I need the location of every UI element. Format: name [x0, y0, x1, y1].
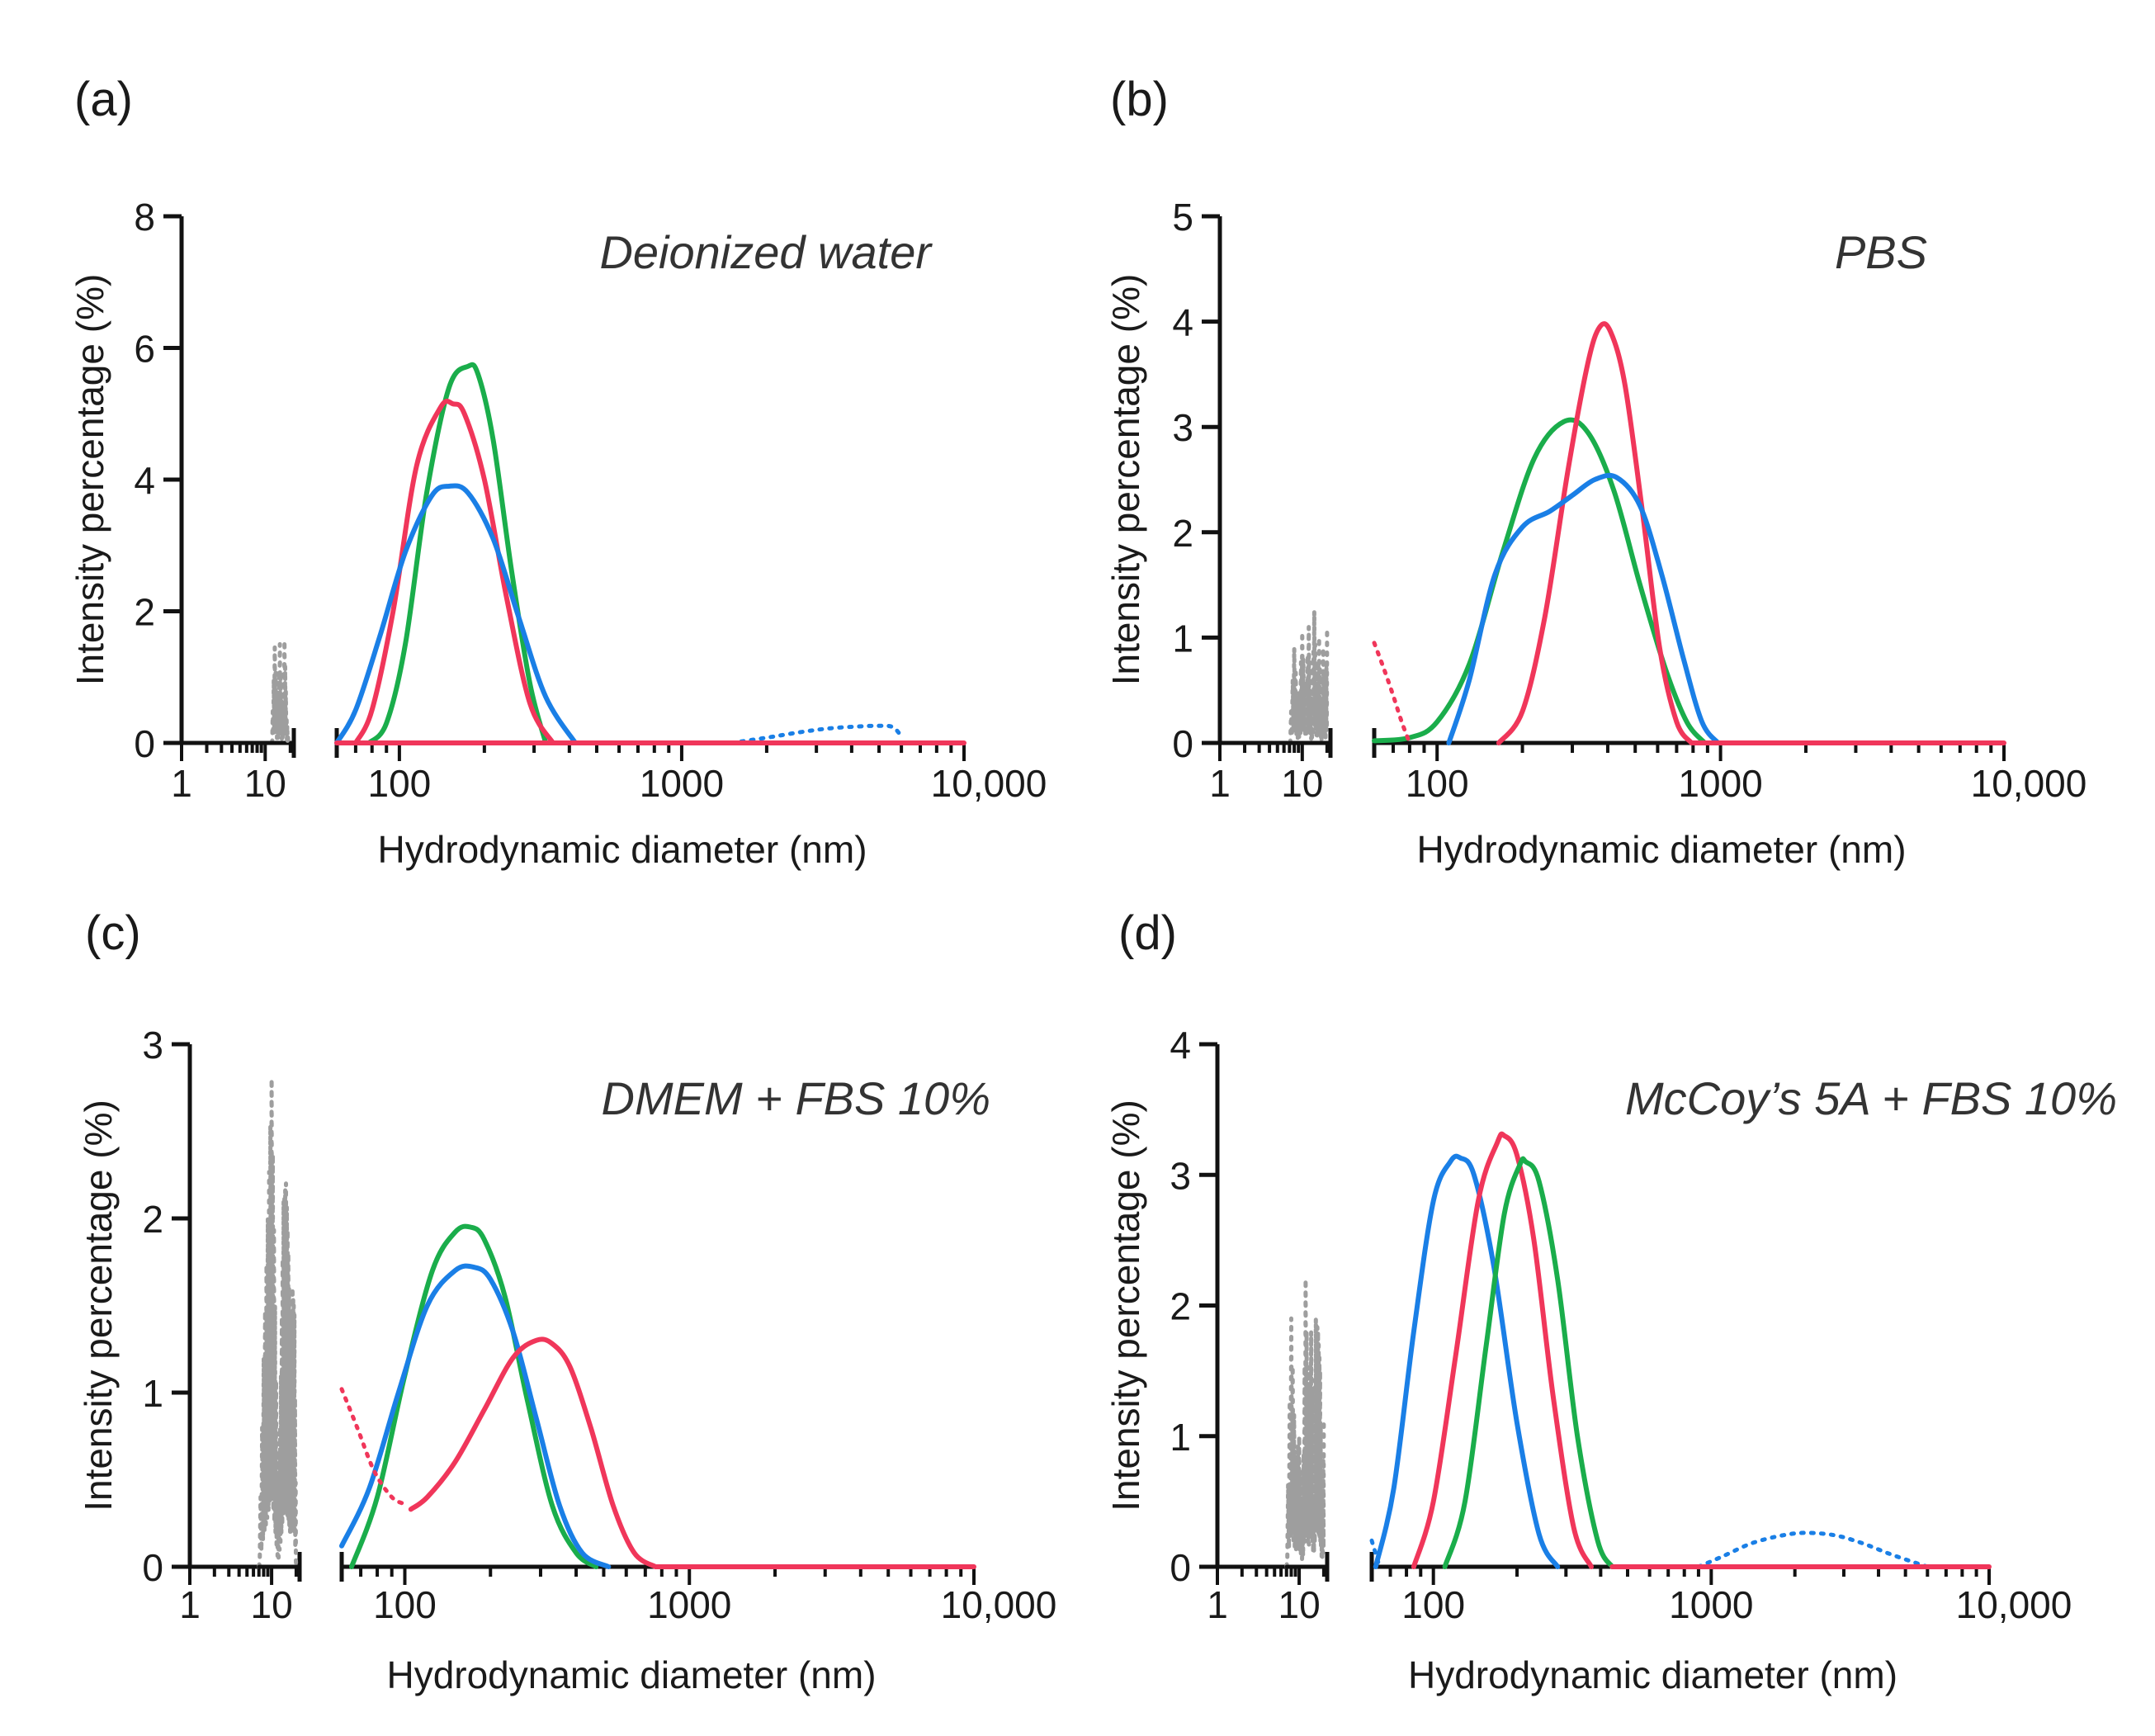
series-gray-dotted: [269, 638, 291, 745]
panel-label: (c): [85, 906, 141, 960]
y-tick-label: 1: [1172, 617, 1193, 660]
panel-title: Deionized water: [599, 226, 933, 278]
y-axis-title: Intensity percentage (%): [77, 1100, 120, 1511]
series-gray-dotted: [1287, 609, 1330, 745]
series-blue-dotted-small: [1369, 1538, 1382, 1569]
y-axis-title: Intensity percentage (%): [69, 274, 111, 686]
series-red-dotted: [1372, 641, 1412, 745]
panel-label: (a): [74, 73, 133, 126]
x-tick-label: 10,000: [941, 1583, 1057, 1626]
series-blue: [1373, 1153, 1561, 1569]
y-tick-label: 3: [1172, 406, 1193, 449]
y-axis-title: Intensity percentage (%): [1104, 1100, 1147, 1511]
x-axis-title: Hydrodynamic diameter (nm): [1408, 1653, 1897, 1696]
y-tick-label: 5: [1172, 196, 1193, 239]
series-red: [1496, 321, 1694, 745]
y-tick-label: 0: [134, 722, 155, 765]
x-axis-title: Hydrodynamic diameter (nm): [1416, 828, 1906, 871]
series-green: [366, 362, 549, 745]
x-tick-label: 10: [1281, 762, 1323, 805]
x-tick-label: 1000: [1678, 762, 1762, 805]
x-axis-title: Hydrodynamic diameter (nm): [386, 1653, 876, 1696]
x-axis-title: Hydrodynamic diameter (nm): [377, 828, 867, 871]
x-tick-label: 1: [171, 762, 192, 805]
panel-label: (d): [1118, 906, 1177, 960]
y-tick-label: 6: [134, 328, 155, 371]
y-tick-label: 4: [1170, 1024, 1191, 1067]
x-tick-label: 1: [1207, 1583, 1228, 1626]
y-tick-label: 2: [1170, 1285, 1191, 1328]
y-tick-label: 0: [1170, 1546, 1191, 1589]
y-tick-label: 1: [1170, 1416, 1191, 1459]
x-tick-label: 1000: [647, 1583, 731, 1626]
panel-label: (b): [1110, 73, 1169, 126]
series-red: [352, 399, 555, 745]
x-tick-label: 1000: [640, 762, 724, 805]
series-green: [1442, 1156, 1615, 1569]
x-tick-label: 100: [368, 762, 432, 805]
y-tick-label: 8: [134, 196, 155, 239]
series-blue: [1446, 472, 1721, 745]
series-blue: [339, 1263, 612, 1569]
y-tick-label: 1: [142, 1372, 163, 1415]
y-axis-title: Intensity percentage (%): [1104, 274, 1147, 686]
series-green: [1372, 417, 1708, 745]
y-tick-label: 3: [142, 1024, 163, 1067]
series-red: [1411, 1131, 1594, 1569]
x-tick-label: 1: [1209, 762, 1231, 805]
series-gray-dotted: [1284, 1277, 1326, 1569]
y-tick-label: 4: [1172, 301, 1193, 344]
series-blue-dotted: [729, 723, 904, 745]
series-gray-dotted: [257, 1076, 299, 1569]
series-red-dotted: [339, 1387, 407, 1507]
y-tick-label: 2: [1172, 512, 1193, 555]
x-tick-label: 1000: [1669, 1583, 1753, 1626]
series-blue-dotted: [1696, 1530, 1930, 1569]
y-tick-label: 3: [1170, 1154, 1191, 1197]
panel-title: McCoy’s 5A + FBS 10%: [1625, 1072, 2117, 1124]
y-tick-label: 0: [142, 1546, 163, 1589]
x-tick-label: 10,000: [1956, 1583, 2072, 1626]
series-red: [408, 1336, 659, 1569]
panel-title: DMEM + FBS 10%: [602, 1072, 990, 1124]
series-blue: [334, 483, 579, 745]
y-tick-label: 4: [134, 459, 155, 502]
x-tick-label: 10,000: [1971, 762, 2087, 805]
x-tick-label: 1: [179, 1583, 201, 1626]
panel-title: PBS: [1835, 226, 1927, 278]
x-tick-label: 100: [373, 1583, 437, 1626]
y-tick-label: 2: [134, 591, 155, 634]
x-tick-label: 10: [250, 1583, 292, 1626]
x-tick-label: 10: [244, 762, 286, 805]
y-tick-label: 0: [1172, 722, 1193, 765]
x-tick-label: 10,000: [931, 762, 1047, 805]
panel-a: (a) Deionized water 0 2 4 6 8 Intensity percent…: [69, 73, 1047, 871]
x-tick-label: 10: [1278, 1583, 1320, 1626]
x-tick-label: 100: [1406, 762, 1469, 805]
series-green: [349, 1223, 599, 1569]
x-tick-label: 100: [1401, 1583, 1465, 1626]
y-tick-label: 2: [142, 1198, 163, 1241]
